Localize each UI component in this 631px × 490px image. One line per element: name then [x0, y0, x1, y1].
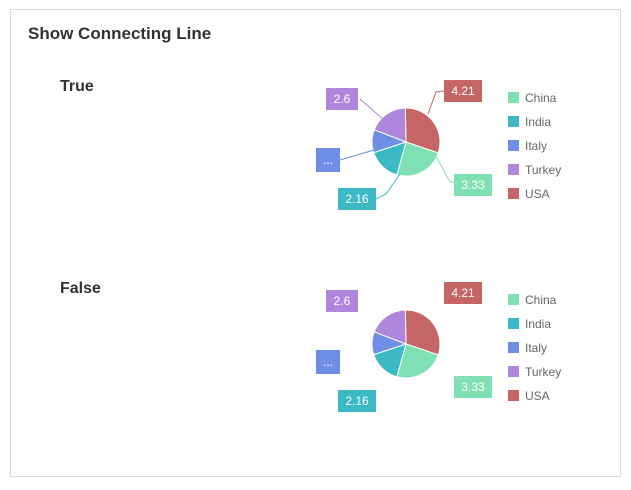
data-label-china: 3.33 [461, 380, 485, 394]
pie-slice-usa [404, 309, 441, 356]
legend-label-italy: Italy [525, 341, 547, 355]
pie-slice-turkey [373, 107, 407, 143]
chart-title-true: True [60, 78, 94, 95]
legend-swatch-italy [508, 342, 519, 353]
legend-label-turkey: Turkey [525, 365, 561, 379]
data-label-box-india [338, 390, 376, 412]
legend-swatch-india [508, 318, 519, 329]
data-label-box-italy [316, 350, 340, 374]
pie-chart-false: 3.33 2.16... 2.6 4.21 China India Italy Turkey U… [316, 282, 561, 412]
legend-label-italy: Italy [525, 139, 547, 153]
legend-swatch-india [508, 116, 519, 127]
data-label-box-china [454, 174, 492, 196]
data-label-usa: 4.21 [451, 84, 475, 98]
data-label-italy: ... [323, 355, 333, 369]
legend-swatch-italy [508, 140, 519, 151]
data-label-india: 2.16 [345, 192, 369, 206]
data-label-box-usa [444, 282, 482, 304]
legend-label-usa: USA [525, 389, 550, 403]
connector-line-turkey [359, 98, 385, 121]
data-label-box-turkey [326, 88, 358, 110]
legend-label-usa: USA [525, 187, 550, 201]
legend-swatch-turkey [508, 164, 519, 175]
connector-line-india [375, 173, 401, 200]
data-label-turkey: 2.6 [334, 92, 351, 106]
chart-title-false: False [60, 280, 101, 297]
legend-swatch-turkey [508, 366, 519, 377]
data-label-box-china [454, 376, 492, 398]
panel-title: Show Connecting Line [28, 24, 212, 43]
legend-label-china: China [525, 293, 557, 307]
pie-slice-usa [404, 107, 441, 154]
legend-label-india: India [525, 317, 551, 331]
connector-line-china [435, 155, 454, 183]
pie-chart-true: 3.33 2.16... 2.6 4.21 China India Italy Turkey U… [316, 80, 561, 210]
data-label-box-usa [444, 80, 482, 102]
legend-swatch-china [508, 294, 519, 305]
legend-label-china: China [525, 91, 557, 105]
legend-swatch-china [508, 92, 519, 103]
legend-label-turkey: Turkey [525, 163, 561, 177]
connector-line-italy [339, 149, 375, 161]
connector-line-usa [427, 90, 445, 115]
data-label-china: 3.33 [461, 178, 485, 192]
legend-swatch-usa [508, 390, 519, 401]
pie-slice-turkey [373, 309, 407, 345]
data-label-box-turkey [326, 290, 358, 312]
data-label-turkey: 2.6 [334, 294, 351, 308]
data-label-box-india [338, 188, 376, 210]
data-label-box-italy [316, 148, 340, 172]
data-label-italy: ... [323, 153, 333, 167]
data-label-usa: 4.21 [451, 286, 475, 300]
data-label-india: 2.16 [345, 394, 369, 408]
legend-swatch-usa [508, 188, 519, 199]
pie-slice-china [396, 343, 439, 379]
chart-panel: Show Connecting Line [10, 9, 621, 477]
legend-label-india: India [525, 115, 551, 129]
